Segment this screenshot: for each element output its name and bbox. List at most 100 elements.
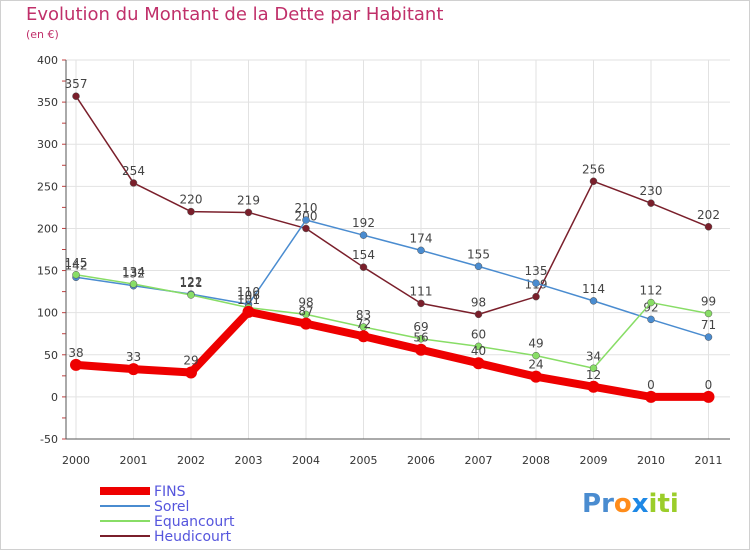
data-label: 357 — [65, 77, 88, 91]
data-point — [704, 309, 713, 318]
x-tick-label: 2000 — [62, 454, 90, 467]
logo-letter: r — [601, 489, 614, 519]
data-label: 219 — [237, 193, 260, 207]
data-label: 87 — [298, 305, 313, 319]
data-point — [302, 216, 310, 224]
data-label: 33 — [126, 350, 141, 364]
data-point — [645, 390, 657, 403]
legend-label: Sorel — [154, 499, 189, 515]
data-label: 135 — [525, 264, 548, 278]
data-point — [589, 297, 598, 305]
x-tick-label: 2008 — [522, 454, 550, 467]
data-point — [532, 292, 540, 301]
legend-label: Heudicourt — [154, 529, 232, 545]
data-point — [474, 310, 483, 319]
data-label: 121 — [180, 276, 203, 290]
data-label: 29 — [183, 353, 198, 367]
logo-letter: t — [657, 489, 670, 519]
legend-label: FINS — [154, 484, 186, 500]
series-line-equancourt — [75, 274, 709, 370]
data-label: 114 — [582, 282, 605, 296]
data-label: 99 — [701, 295, 716, 309]
data-point — [72, 271, 80, 279]
data-point — [129, 280, 138, 288]
data-label: 60 — [471, 327, 486, 341]
x-tick-label: 2006 — [407, 454, 435, 467]
x-tick-label: 2004 — [292, 454, 320, 467]
logo-letter: P — [582, 489, 602, 519]
data-point — [72, 92, 80, 100]
data-label: 24 — [528, 358, 543, 372]
data-label: 12 — [586, 368, 601, 382]
data-label: 56 — [413, 331, 428, 345]
grid-lines — [66, 59, 730, 440]
data-label: 98 — [298, 295, 313, 309]
data-point — [244, 208, 253, 217]
data-point — [417, 299, 425, 308]
y-tick-label: 100 — [37, 307, 58, 320]
data-label: 71 — [701, 318, 716, 332]
logo-letter: i — [669, 489, 679, 519]
data-label: 69 — [413, 320, 428, 334]
y-tick-label: 250 — [37, 180, 58, 193]
data-point — [415, 343, 427, 356]
data-point — [474, 342, 483, 351]
data-label: 230 — [640, 184, 663, 198]
data-point — [702, 390, 715, 403]
y-tick-label: 200 — [37, 222, 58, 235]
data-label: 112 — [640, 284, 663, 298]
x-tick-label: 2003 — [235, 454, 263, 467]
data-label: 83 — [356, 308, 371, 322]
data-label: 106 — [237, 289, 260, 303]
data-point — [472, 357, 485, 370]
data-point — [129, 179, 138, 187]
data-point — [704, 333, 713, 341]
data-label: 155 — [467, 247, 490, 261]
chart-title: Evolution du Montant de la Dette par Hab… — [26, 4, 444, 25]
data-point — [647, 315, 655, 324]
legend-label: Equancourt — [154, 514, 235, 530]
data-point — [532, 351, 540, 360]
data-label: 145 — [65, 256, 88, 270]
data-label: 154 — [352, 248, 375, 262]
data-point — [417, 246, 425, 255]
data-label: 202 — [697, 208, 720, 222]
logo-letter: x — [631, 489, 649, 519]
data-point — [359, 263, 368, 271]
proxiti-logo: Proxiti — [582, 489, 679, 519]
data-point — [127, 363, 140, 376]
data-label: 142 — [65, 258, 88, 272]
data-label: 34 — [586, 349, 601, 363]
data-label: 132 — [122, 267, 145, 281]
data-label: 174 — [410, 231, 433, 245]
x-tick-label: 2001 — [120, 454, 148, 467]
y-tick-label: 350 — [37, 96, 58, 109]
data-label: 210 — [295, 201, 318, 215]
series-line-fins — [75, 307, 709, 401]
data-label: 101 — [237, 293, 260, 307]
x-tick-label: 2010 — [637, 454, 665, 467]
data-point — [647, 298, 655, 307]
data-label: 40 — [471, 344, 486, 358]
x-tick-label: 2009 — [580, 454, 608, 467]
y-tick-label: 50 — [44, 349, 58, 362]
x-tick-label: 2007 — [465, 454, 493, 467]
data-point — [70, 358, 82, 371]
data-point — [302, 224, 310, 233]
data-label: 98 — [471, 295, 486, 309]
y-tick-label: 400 — [37, 54, 58, 67]
data-point — [589, 364, 598, 373]
data-label: 220 — [180, 193, 203, 207]
x-tick-label: 2011 — [695, 454, 723, 467]
data-label: 111 — [410, 284, 433, 298]
y-tick-label: 150 — [37, 265, 58, 278]
data-point — [530, 370, 542, 383]
x-tick-label: 2002 — [177, 454, 205, 467]
logo-letter: i — [648, 489, 658, 519]
data-label: 38 — [68, 346, 83, 360]
y-tick-label: -50 — [40, 433, 58, 446]
data-label: 0 — [647, 378, 655, 392]
